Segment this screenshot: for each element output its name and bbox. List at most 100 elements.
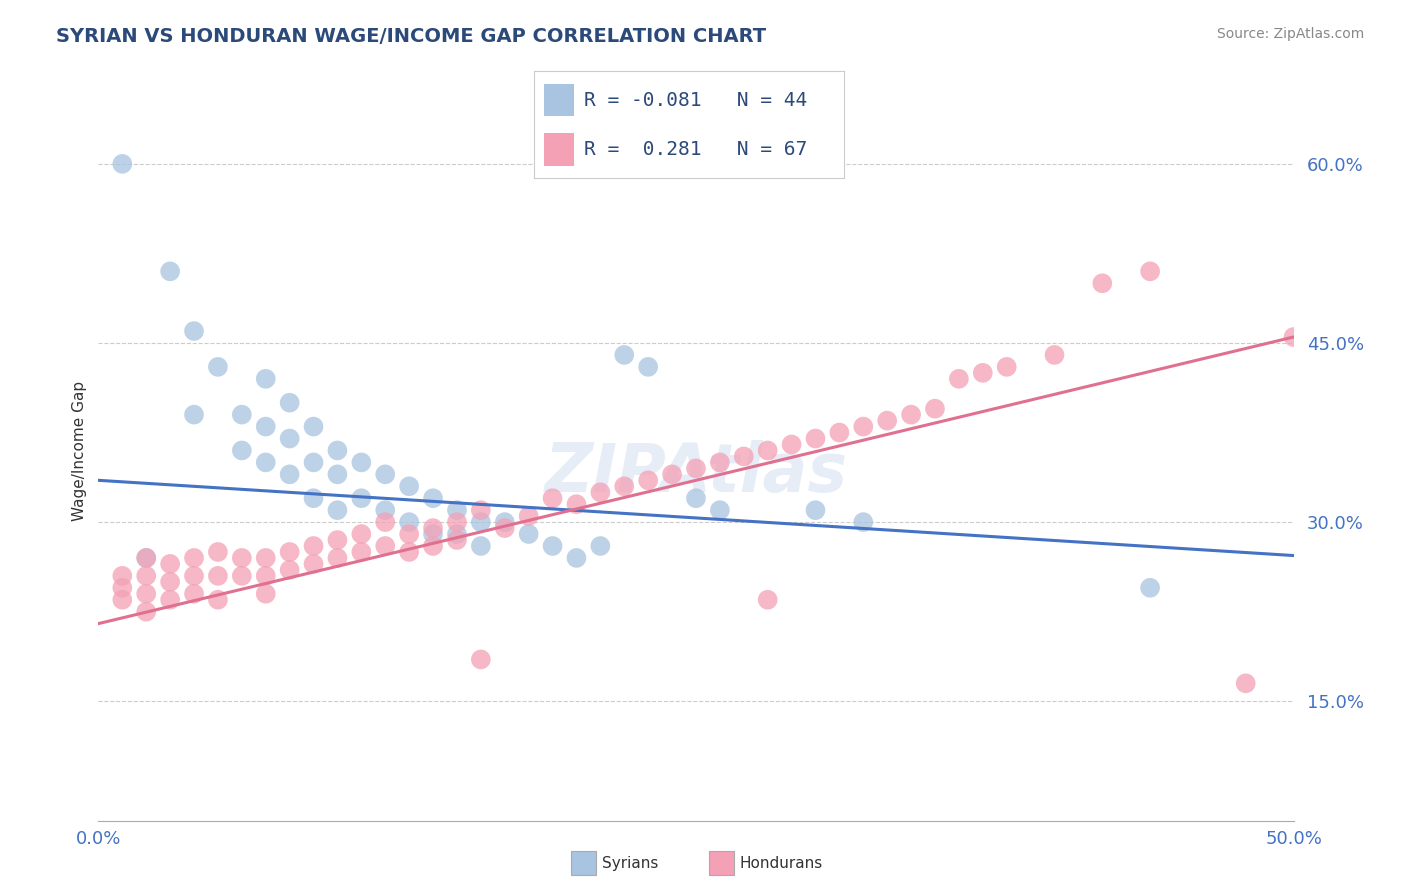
- Point: [541, 491, 564, 506]
- Point: [326, 550, 349, 565]
- Point: [852, 515, 875, 529]
- Point: [685, 461, 707, 475]
- Point: [254, 455, 277, 469]
- Point: [278, 432, 301, 446]
- Point: [278, 545, 301, 559]
- Point: [350, 527, 373, 541]
- Point: [207, 592, 229, 607]
- Point: [1282, 330, 1305, 344]
- Point: [135, 587, 157, 601]
- Point: [398, 527, 420, 541]
- Point: [565, 550, 588, 565]
- Point: [398, 479, 420, 493]
- Point: [494, 521, 516, 535]
- Point: [159, 592, 181, 607]
- Point: [470, 515, 492, 529]
- Point: [278, 395, 301, 409]
- Point: [231, 408, 253, 422]
- Point: [1139, 264, 1161, 278]
- Point: [183, 408, 205, 422]
- Point: [756, 443, 779, 458]
- Point: [302, 455, 325, 469]
- Point: [494, 515, 516, 529]
- Point: [1091, 277, 1114, 291]
- Point: [828, 425, 851, 440]
- Bar: [709, 851, 734, 875]
- Point: [709, 455, 731, 469]
- Point: [470, 539, 492, 553]
- Point: [254, 372, 277, 386]
- Point: [111, 157, 134, 171]
- Text: R = -0.081   N = 44: R = -0.081 N = 44: [583, 91, 807, 110]
- Point: [350, 455, 373, 469]
- Point: [924, 401, 946, 416]
- Point: [111, 569, 134, 583]
- Point: [470, 503, 492, 517]
- Point: [231, 550, 253, 565]
- Point: [613, 479, 636, 493]
- Point: [470, 652, 492, 666]
- Text: ZIPAtlas: ZIPAtlas: [544, 440, 848, 506]
- Point: [709, 503, 731, 517]
- Point: [900, 408, 922, 422]
- Point: [278, 563, 301, 577]
- Point: [374, 503, 396, 517]
- Point: [733, 450, 755, 464]
- Text: Hondurans: Hondurans: [740, 855, 823, 871]
- Bar: [571, 851, 596, 875]
- Point: [231, 443, 253, 458]
- Point: [589, 485, 612, 500]
- Point: [254, 550, 277, 565]
- Point: [876, 414, 898, 428]
- Point: [302, 539, 325, 553]
- Point: [637, 473, 659, 487]
- Point: [254, 569, 277, 583]
- Point: [1234, 676, 1257, 690]
- Point: [517, 527, 540, 541]
- Point: [446, 527, 468, 541]
- Point: [302, 491, 325, 506]
- Point: [183, 587, 205, 601]
- Point: [637, 359, 659, 374]
- Point: [207, 545, 229, 559]
- Point: [111, 592, 134, 607]
- Point: [302, 419, 325, 434]
- Point: [589, 539, 612, 553]
- Point: [254, 587, 277, 601]
- Point: [685, 491, 707, 506]
- Point: [207, 359, 229, 374]
- Point: [804, 432, 827, 446]
- Point: [517, 509, 540, 524]
- Point: [350, 545, 373, 559]
- Point: [1139, 581, 1161, 595]
- Point: [972, 366, 994, 380]
- Point: [135, 605, 157, 619]
- Point: [446, 515, 468, 529]
- Point: [183, 324, 205, 338]
- Point: [804, 503, 827, 517]
- Point: [374, 515, 396, 529]
- Point: [446, 533, 468, 547]
- Point: [995, 359, 1018, 374]
- Point: [135, 550, 157, 565]
- Text: Syrians: Syrians: [602, 855, 658, 871]
- Point: [613, 348, 636, 362]
- Point: [350, 491, 373, 506]
- Point: [135, 569, 157, 583]
- Point: [398, 515, 420, 529]
- Point: [231, 569, 253, 583]
- Point: [661, 467, 683, 482]
- Point: [948, 372, 970, 386]
- Point: [422, 527, 444, 541]
- Point: [541, 539, 564, 553]
- Point: [326, 503, 349, 517]
- Point: [422, 521, 444, 535]
- Text: SYRIAN VS HONDURAN WAGE/INCOME GAP CORRELATION CHART: SYRIAN VS HONDURAN WAGE/INCOME GAP CORRE…: [56, 27, 766, 45]
- Point: [159, 264, 181, 278]
- Point: [159, 574, 181, 589]
- Point: [398, 545, 420, 559]
- Point: [780, 437, 803, 451]
- Bar: [544, 134, 575, 166]
- Point: [183, 569, 205, 583]
- Point: [278, 467, 301, 482]
